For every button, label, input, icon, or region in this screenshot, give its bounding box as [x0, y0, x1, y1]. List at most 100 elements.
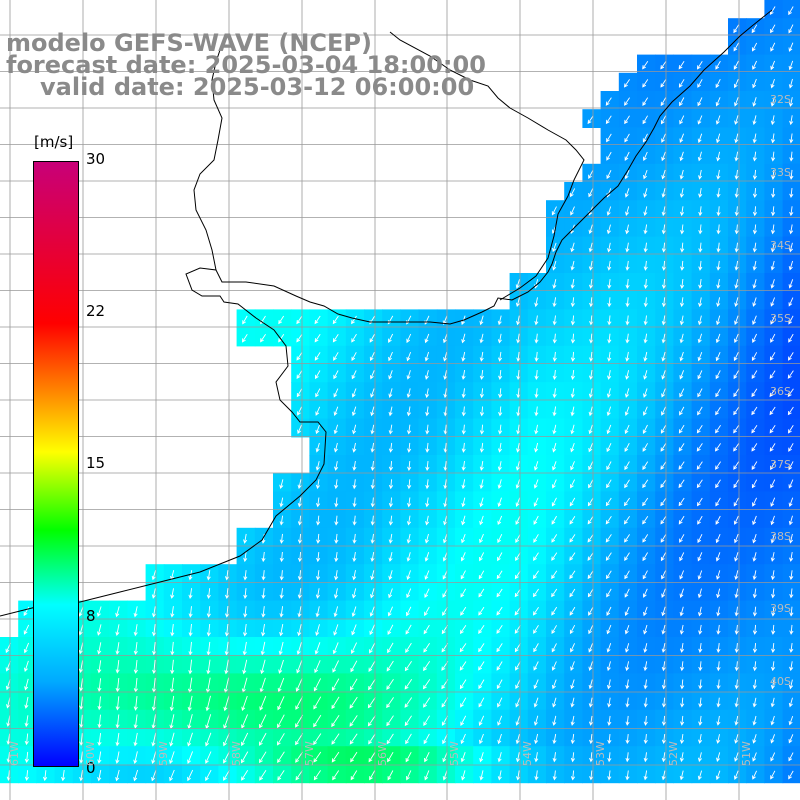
lon-label-52w: 52W: [667, 741, 680, 766]
wind-vector-arrow: [679, 133, 685, 143]
wind-vector-arrow: [498, 406, 503, 417]
wind-vector-arrow: [370, 497, 375, 508]
wind-vector-arrow: [151, 751, 157, 765]
wind-vector-arrow: [551, 625, 557, 635]
wind-vector-arrow: [425, 442, 430, 453]
wind-vector-arrow: [716, 570, 721, 580]
wind-vector-arrow: [297, 515, 302, 526]
wind-vector-arrow: [479, 552, 485, 562]
wind-vector-arrow: [660, 424, 667, 434]
wind-vector-arrow: [551, 497, 557, 507]
wind-vector-arrow: [715, 479, 721, 489]
wind-vector-arrow: [351, 333, 357, 343]
wind-vector-arrow: [643, 351, 648, 362]
wind-vector-arrow: [788, 42, 794, 52]
wind-vector-arrow: [661, 643, 666, 653]
wind-vector-arrow: [624, 442, 630, 453]
wind-vector-arrow: [661, 370, 666, 380]
wind-vector-arrow: [295, 678, 303, 692]
wind-vector-arrow: [678, 424, 685, 434]
wind-vector-arrow: [734, 552, 739, 562]
wind-vector-arrow: [624, 552, 630, 561]
wind-vector-arrow: [770, 461, 776, 471]
wind-vector-arrow: [188, 659, 193, 675]
wind-vector-arrow: [570, 388, 575, 399]
wind-vector-arrow: [679, 388, 685, 398]
wind-vector-arrow: [661, 169, 666, 180]
wind-vector-arrow: [551, 661, 557, 671]
wind-vector-arrow: [187, 751, 194, 764]
wind-vector-arrow: [277, 770, 285, 781]
wind-vector-arrow: [607, 752, 612, 763]
wind-vector-arrow: [406, 406, 411, 417]
lon-label-60w: 60W: [84, 741, 97, 766]
wind-vector-arrow: [260, 333, 266, 343]
wind-vector-arrow: [314, 642, 321, 655]
wind-vector-arrow: [678, 60, 685, 70]
wind-vector-arrow: [698, 734, 703, 744]
wind-vector-arrow: [497, 461, 502, 471]
wind-vector-arrow: [534, 388, 539, 399]
wind-vector-arrow: [241, 714, 249, 729]
wind-vector-arrow: [368, 660, 376, 673]
wind-vector-arrow: [752, 97, 757, 107]
wind-vector-arrow: [679, 406, 685, 416]
wind-vector-arrow: [570, 424, 575, 435]
wind-vector-arrow: [679, 151, 684, 162]
wind-vector-arrow: [680, 715, 685, 726]
wind-vector-arrow: [551, 643, 557, 653]
wind-vector-arrow: [751, 406, 758, 416]
wind-vector-arrow: [461, 351, 466, 362]
wind-speed-cell: [418, 728, 438, 747]
wind-vector-arrow: [734, 97, 739, 107]
wind-vector-arrow: [624, 169, 630, 180]
wind-vector-arrow: [479, 442, 484, 453]
wind-vector-arrow: [297, 588, 302, 599]
wind-vector-arrow: [170, 659, 175, 675]
wind-vector-arrow: [643, 333, 648, 344]
wind-vector-arrow: [388, 551, 393, 562]
wind-vector-arrow: [752, 151, 757, 162]
wind-vector-arrow: [478, 715, 485, 726]
wind-vector-arrow: [533, 679, 539, 690]
wind-vector-arrow: [588, 442, 594, 453]
wind-vector-arrow: [752, 697, 757, 708]
wind-vector-arrow: [698, 224, 703, 235]
wind-vector-arrow: [715, 370, 721, 380]
wind-vector-arrow: [23, 642, 30, 654]
wind-vector-arrow: [607, 260, 612, 271]
wind-vector-arrow: [715, 534, 721, 544]
wind-vector-arrow: [188, 606, 193, 618]
wind-vector-arrow: [332, 770, 340, 781]
wind-vector-arrow: [331, 696, 340, 710]
wind-vector-arrow: [788, 461, 794, 471]
wind-vector-arrow: [715, 461, 721, 470]
wind-vector-arrow: [496, 570, 503, 580]
lon-label-57w: 57W: [303, 741, 316, 766]
wind-vector-arrow: [152, 641, 157, 656]
wind-vector-arrow: [369, 370, 375, 380]
wind-vector-arrow: [424, 552, 430, 562]
wind-vector-arrow: [133, 751, 138, 765]
wind-vector-arrow: [478, 679, 485, 690]
wind-vector-arrow: [461, 333, 466, 344]
wind-vector-arrow: [205, 732, 212, 747]
wind-vector-arrow: [770, 570, 776, 581]
wind-vector-arrow: [661, 206, 666, 217]
wind-vector-arrow: [406, 570, 411, 580]
wind-vector-arrow: [770, 260, 775, 271]
wind-vector-arrow: [313, 678, 322, 692]
wind-vector-arrow: [551, 570, 558, 580]
wind-vector-arrow: [734, 260, 739, 271]
wind-vector-arrow: [277, 696, 285, 711]
wind-vector-arrow: [698, 188, 703, 198]
wind-vector-arrow: [788, 279, 794, 289]
wind-vector-arrow: [625, 752, 630, 763]
wind-vector-arrow: [533, 643, 539, 653]
wind-vector-arrow: [97, 642, 102, 655]
wind-vector-arrow: [170, 641, 175, 656]
wind-vector-arrow: [770, 679, 775, 690]
wind-vector-arrow: [770, 715, 775, 726]
wind-vector-arrow: [607, 333, 612, 344]
wind-vector-arrow: [698, 679, 703, 690]
